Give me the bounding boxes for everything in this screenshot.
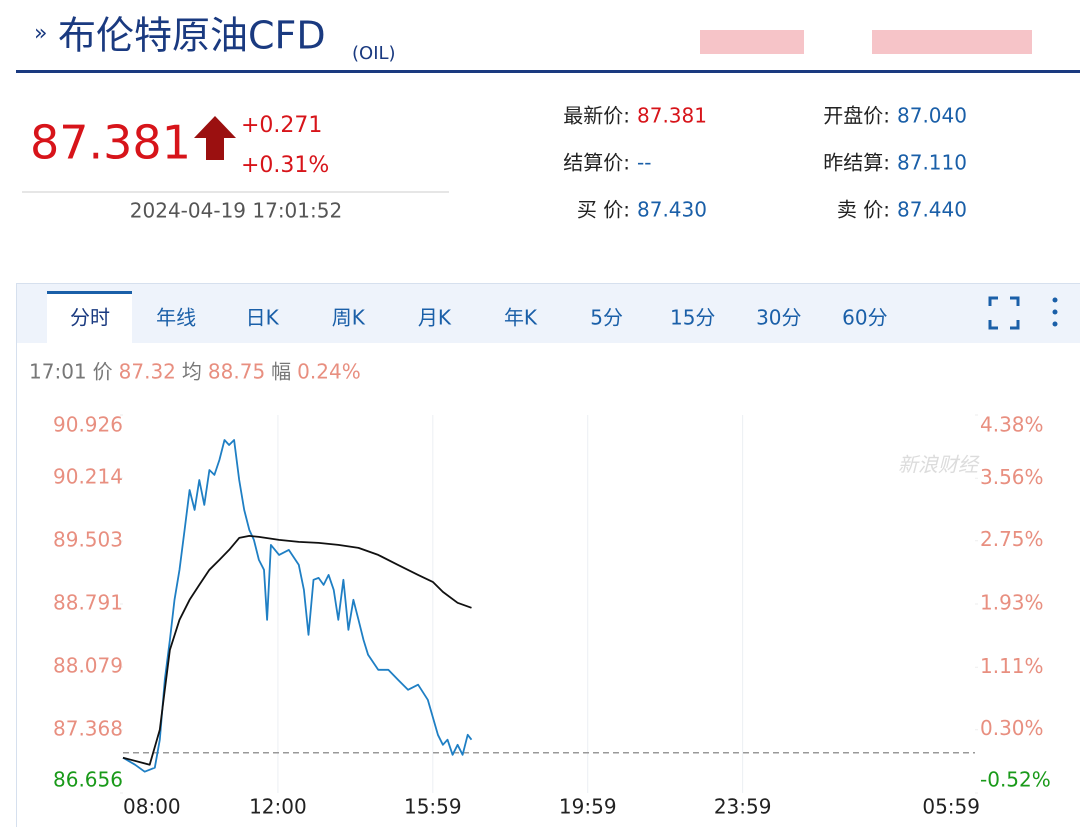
- tab[interactable]: 周K: [332, 306, 366, 330]
- x-tick-label: 23:59: [714, 795, 772, 819]
- tab[interactable]: 15分: [670, 306, 715, 330]
- y-tick-label: 88.791: [53, 591, 123, 615]
- y-tick-label: 87.368: [53, 716, 123, 740]
- watermark: 新浪财经: [898, 453, 980, 477]
- field-label: 结算价:: [563, 151, 630, 175]
- tab[interactable]: 分时: [70, 306, 110, 330]
- y2-tick-label: 4.38%: [980, 413, 1044, 437]
- field-label: 卖 价:: [837, 198, 890, 222]
- field-label: 昨结算:: [823, 151, 890, 175]
- code: (OIL): [352, 43, 396, 64]
- price: 87.381: [30, 116, 191, 170]
- field-value: 87.040: [897, 104, 967, 128]
- field-value: 87.110: [897, 151, 967, 175]
- y-tick-label: 88.079: [53, 654, 123, 678]
- y2-tick-label: 3.56%: [980, 465, 1044, 489]
- tab[interactable]: 30分: [756, 306, 801, 330]
- tab[interactable]: 日K: [246, 306, 280, 330]
- info-price: 87.32: [119, 360, 176, 384]
- blurred: [872, 30, 1032, 54]
- x-tick-label: 05:59: [922, 795, 980, 819]
- x-tick-label: 15:59: [404, 795, 462, 819]
- field-value: --: [637, 151, 651, 175]
- y2-tick-label: -0.52%: [980, 768, 1051, 792]
- y-tick-label: 89.503: [53, 527, 123, 551]
- quote-time: 2024-04-19 17:01:52: [130, 199, 342, 223]
- series-line: [123, 440, 472, 772]
- info-avg-label: 均: [182, 360, 202, 384]
- field-value: 87.440: [897, 198, 967, 222]
- change: +0.271: [241, 113, 322, 138]
- up-arrow: [194, 116, 236, 160]
- title: 布伦特原油CFD: [58, 14, 326, 58]
- tab[interactable]: 5分: [590, 306, 623, 330]
- tab[interactable]: 月K: [418, 306, 452, 330]
- y2-tick-label: 1.93%: [980, 591, 1044, 615]
- change-pct: +0.31%: [241, 153, 329, 178]
- series-line: [123, 536, 472, 765]
- y-tick-label: 90.214: [53, 465, 123, 489]
- tab[interactable]: 年线: [156, 306, 196, 330]
- x-tick-label: 12:00: [249, 795, 307, 819]
- field-label: 最新价:: [563, 104, 630, 128]
- y2-tick-label: 2.75%: [980, 527, 1044, 551]
- y-tick-label: 86.656: [53, 768, 123, 792]
- field-value: 87.381: [637, 104, 707, 128]
- y-tick-label: 90.926: [53, 413, 123, 437]
- info-amp-label: 幅: [271, 360, 291, 384]
- x-tick-label: 08:00: [123, 795, 181, 819]
- x-tick-label: 19:59: [559, 795, 617, 819]
- field-label: 开盘价:: [823, 104, 890, 128]
- field-label: 买 价:: [577, 198, 630, 222]
- tab[interactable]: 60分: [842, 306, 887, 330]
- header-rule: [16, 70, 1080, 73]
- info-amp: 0.24%: [297, 360, 361, 384]
- tab[interactable]: 年K: [504, 306, 538, 330]
- y2-tick-label: 1.11%: [980, 654, 1044, 678]
- info-time: 17:01: [29, 360, 87, 384]
- info-avg: 88.75: [208, 360, 265, 384]
- active-tab-bar: [47, 291, 132, 294]
- blurred: [700, 30, 804, 54]
- y2-tick-label: 0.30%: [980, 716, 1044, 740]
- field-value: 87.430: [637, 198, 707, 222]
- bullet-icon: »: [34, 21, 47, 46]
- info-price-label: 价: [93, 360, 113, 384]
- panel: [17, 284, 1080, 828]
